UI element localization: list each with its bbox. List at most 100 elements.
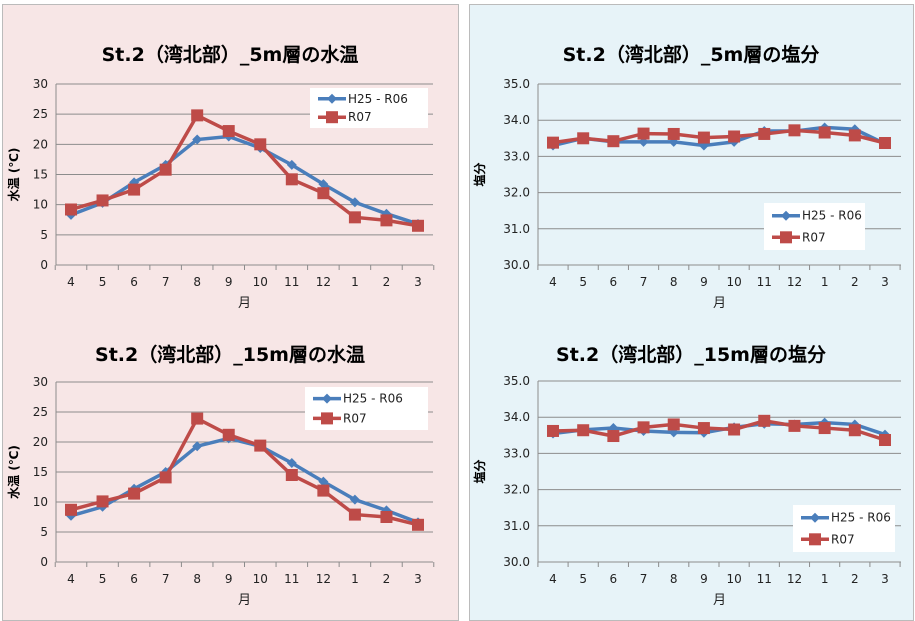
x-axis-label: 月 <box>238 593 251 608</box>
legend-label: R07 <box>343 411 367 425</box>
chart-2: 30.031.032.033.034.035.04 5 6 7 8 9 10 11 12 1 2 3月… <box>472 77 901 311</box>
legend-marker <box>809 533 821 546</box>
x-tick-label: 2 <box>383 572 391 586</box>
y-tick-label: 32.0 <box>503 483 530 497</box>
y-axis-label: 塩分 <box>472 162 487 186</box>
data-point <box>848 129 861 142</box>
legend-label: R07 <box>348 110 372 124</box>
x-tick-label: 8 <box>670 572 678 586</box>
data-point <box>577 132 590 145</box>
y-tick-label: 20 <box>33 137 48 151</box>
legend-marker <box>326 111 338 124</box>
y-tick-label: 30.0 <box>503 555 530 569</box>
data-point <box>547 136 559 149</box>
data-point <box>728 423 741 436</box>
data-point <box>318 179 329 190</box>
data-point <box>128 487 141 500</box>
x-axis-label: 月 <box>238 296 251 311</box>
data-point <box>65 503 77 516</box>
y-tick-label: 35.0 <box>503 374 530 388</box>
y-tick-label: 0 <box>40 258 48 272</box>
x-tick-label: 4 <box>67 572 75 586</box>
x-axis-label: 月 <box>713 296 726 311</box>
series-line-0 <box>70 134 419 226</box>
y-tick-label: 20 <box>33 435 48 449</box>
data-point <box>758 414 771 427</box>
x-tick-label: 2 <box>851 572 859 586</box>
y-tick-label: 34.0 <box>503 113 530 127</box>
chart-title-temp-15m: St.2（湾北部）_15m層の水温 <box>95 344 365 366</box>
x-tick-label: 1 <box>351 275 359 289</box>
y-tick-label: 15 <box>33 465 48 479</box>
y-tick-label: 35.0 <box>503 77 530 91</box>
x-tick-label: 10 <box>726 275 741 289</box>
chart-3: 30.031.032.033.034.035.04 5 6 7 8 9 10 11 12 1 2 3月… <box>472 374 901 608</box>
data-point <box>667 127 680 140</box>
y-tick-label: 0 <box>40 555 48 569</box>
y-tick-label: 32.0 <box>503 186 530 200</box>
x-tick-label: 12 <box>787 275 802 289</box>
y-axis-label: 水温 (℃) <box>6 445 21 499</box>
legend-label: H25 - R06 <box>348 92 408 106</box>
x-tick-label: 11 <box>757 572 772 586</box>
legend-label: H25 - R06 <box>343 392 403 406</box>
data-point <box>818 422 831 435</box>
x-tick-label: 9 <box>225 572 233 586</box>
x-tick-label: 5 <box>99 572 107 586</box>
legend-marker <box>780 231 792 244</box>
data-point <box>879 434 891 447</box>
x-tick-label: 6 <box>610 572 618 586</box>
data-point <box>607 135 620 148</box>
x-tick-label: 7 <box>162 275 170 289</box>
data-point <box>285 173 298 186</box>
data-point <box>254 138 267 151</box>
series-line-1 <box>70 113 419 228</box>
y-tick-label: 31.0 <box>503 519 530 533</box>
data-point <box>381 505 392 516</box>
legend-label: H25 - R06 <box>802 209 862 223</box>
data-point <box>65 203 77 216</box>
legend-marker <box>322 393 332 404</box>
x-tick-label: 11 <box>284 572 299 586</box>
y-axis-label: 水温 (℃) <box>6 148 21 202</box>
data-point <box>191 412 204 425</box>
x-tick-label: 5 <box>579 275 587 289</box>
legend-label: R07 <box>802 230 826 244</box>
data-point <box>349 494 360 505</box>
data-point <box>96 495 109 508</box>
legend-marker <box>810 512 820 523</box>
x-tick-label: 6 <box>610 275 618 289</box>
y-axis-label: 塩分 <box>472 459 487 483</box>
x-tick-label: 1 <box>821 572 829 586</box>
data-point <box>380 214 393 227</box>
data-point <box>317 187 330 200</box>
data-point <box>349 197 360 208</box>
data-point <box>159 471 172 484</box>
x-tick-label: 4 <box>549 275 557 289</box>
data-point <box>380 511 393 523</box>
x-tick-label: 4 <box>67 275 75 289</box>
x-tick-label: 10 <box>726 572 741 586</box>
data-point <box>317 484 330 497</box>
x-tick-label: 1 <box>821 275 829 289</box>
x-tick-label: 11 <box>757 275 772 289</box>
x-tick-label: 8 <box>193 275 201 289</box>
data-point <box>348 508 361 521</box>
x-tick-label: 9 <box>700 572 708 586</box>
data-point <box>788 124 801 137</box>
x-tick-label: 5 <box>99 275 107 289</box>
data-point <box>758 127 771 140</box>
data-point <box>607 430 620 443</box>
data-point <box>637 421 650 434</box>
y-tick-label: 25 <box>33 107 48 121</box>
x-tick-label: 10 <box>253 275 268 289</box>
y-tick-label: 25 <box>33 405 48 419</box>
x-tick-label: 8 <box>670 275 678 289</box>
x-tick-label: 7 <box>640 275 648 289</box>
legend-label: R07 <box>831 532 855 546</box>
data-point <box>222 125 235 138</box>
x-tick-label: 9 <box>700 275 708 289</box>
x-tick-label: 5 <box>579 572 587 586</box>
series-line-0 <box>70 436 419 525</box>
